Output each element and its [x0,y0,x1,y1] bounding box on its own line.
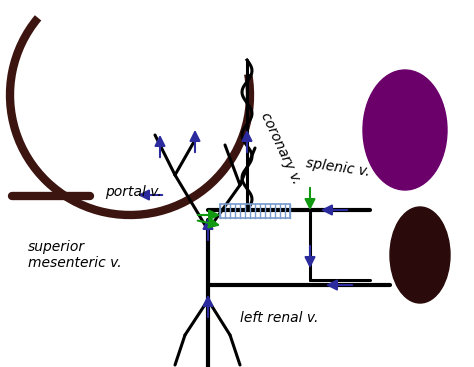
Text: portal v.: portal v. [105,185,162,199]
Text: left renal v.: left renal v. [240,311,319,325]
Bar [220,204,290,218]
Text: coronary v.: coronary v. [258,110,303,186]
Text: splenic v.: splenic v. [305,157,371,179]
Text: superior
mesenteric v.: superior mesenteric v. [28,240,122,270]
Ellipse shape [390,207,450,303]
Ellipse shape [363,70,447,190]
